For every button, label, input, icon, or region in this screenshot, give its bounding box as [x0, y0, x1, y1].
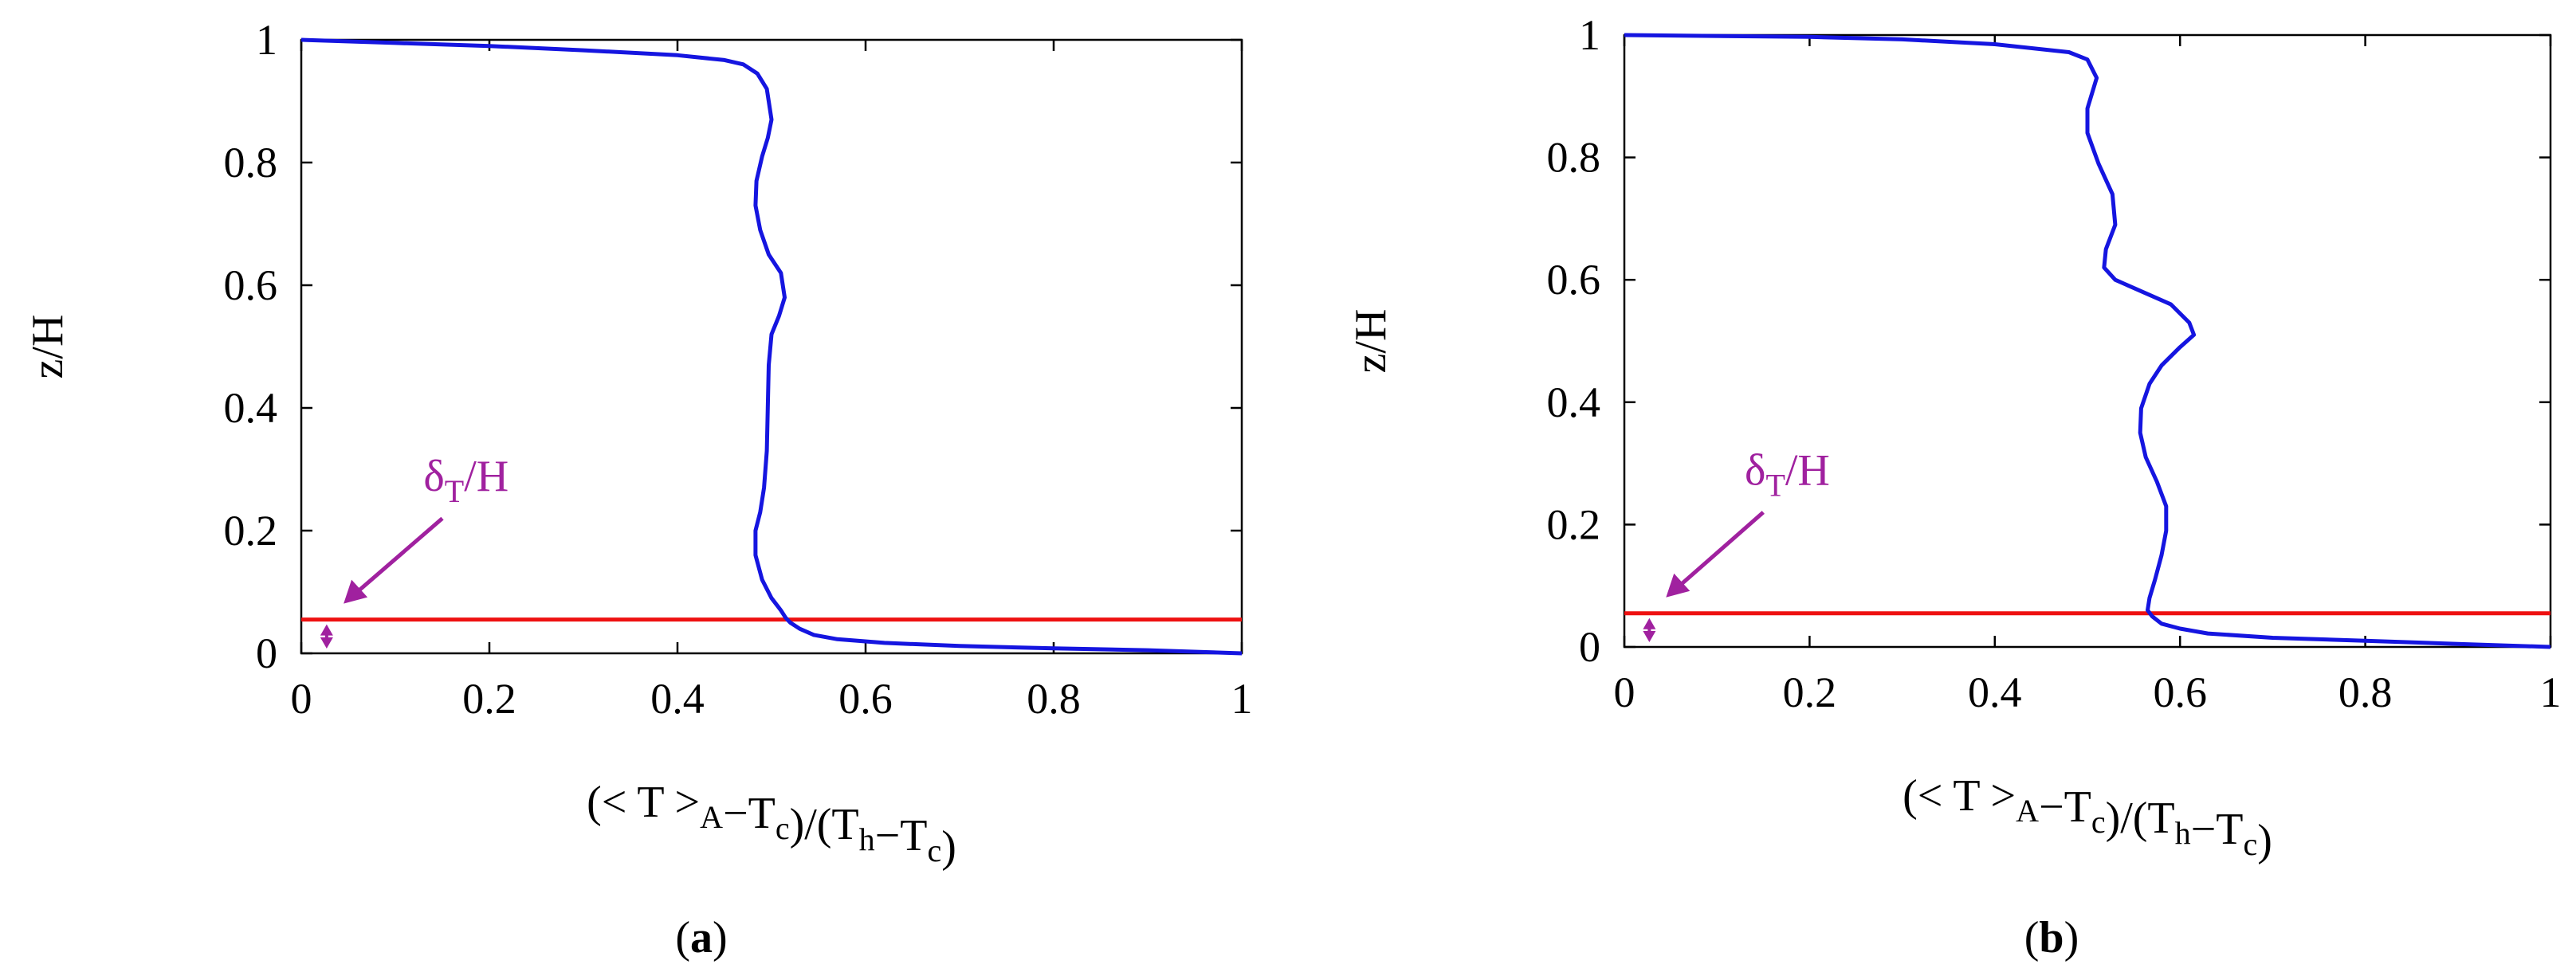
chart-panel-a: 0 0.2 0.4 0.6 0.8 1 0 0.2 0.4 0.6 0.8 1 (< T >A−Tc)/…: [23, 16, 1253, 962]
plot-frame: [1623, 33, 2552, 649]
temperature-profile-line: [300, 37, 1243, 656]
x-tick-label: 0: [1614, 668, 1636, 716]
temperature-profile-line: [1624, 33, 2551, 649]
x-tick-label: 1: [1231, 675, 1253, 723]
annotation-arrow-head: [344, 579, 368, 604]
thickness-arrow-head-top: [320, 624, 333, 636]
y-axis-title: z/H: [23, 315, 73, 379]
x-tick-label: 0.4: [650, 675, 705, 723]
panel-label: (a): [675, 913, 727, 962]
y-tick-label: 0.2: [1547, 500, 1601, 548]
y-tick-label: 0: [1579, 623, 1600, 671]
x-tick-label: 0.8: [1027, 675, 1081, 723]
x-tick-label: 0.8: [2338, 668, 2393, 716]
y-tick-label: 0.6: [224, 261, 278, 309]
boundary-layer-annotation: δT/H: [423, 452, 509, 509]
x-tick-label: 0.2: [462, 675, 516, 723]
annotation-arrow-shaft: [1675, 511, 1765, 590]
x-tick-label: 0.6: [838, 675, 893, 723]
y-tick-label: 0.8: [224, 139, 278, 186]
y-tick-label: 1: [1579, 11, 1600, 59]
panel-label: (b): [2024, 913, 2079, 962]
y-tick-label: 0.4: [1547, 378, 1601, 426]
annotation-arrow-head: [1666, 573, 1690, 598]
x-axis-title: (< T >A−Tc)/(Th−Tc): [587, 778, 956, 872]
annotation-arrow-shaft: [353, 516, 444, 596]
thickness-arrow-head-bottom: [320, 637, 333, 649]
y-tick-label: 0.2: [224, 507, 278, 555]
thickness-arrow-head-top: [1643, 617, 1656, 629]
chart-panel-b: 0 0.2 0.4 0.6 0.8 1 0 0.2 0.4 0.6 0.8 1 (< T >A−Tc)/…: [1346, 11, 2562, 962]
y-tick-label: 0: [256, 629, 277, 677]
y-axis-title: z/H: [1346, 309, 1396, 374]
y-tick-label: 0.8: [1547, 134, 1601, 182]
plot-frame: [300, 38, 1243, 655]
boundary-layer-annotation: δT/H: [1745, 445, 1830, 503]
thickness-arrow-head-bottom: [1643, 631, 1656, 642]
x-tick-label: 0.2: [1783, 668, 1837, 716]
y-tick-label: 0.4: [224, 384, 278, 432]
y-tick-label: 0.6: [1547, 256, 1601, 304]
x-tick-label: 0.4: [1968, 668, 2022, 716]
x-axis-title: (< T >A−Tc)/(Th−Tc): [1903, 771, 2272, 865]
x-tick-label: 1: [2540, 668, 2562, 716]
x-tick-label: 0.6: [2153, 668, 2207, 716]
x-tick-label: 0: [291, 675, 312, 723]
y-tick-label: 1: [256, 16, 277, 64]
